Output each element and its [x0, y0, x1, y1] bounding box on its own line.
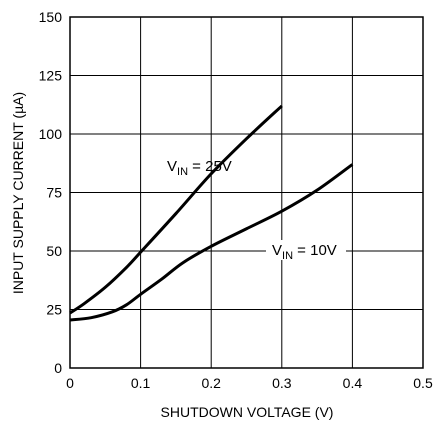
y-tick-label: 0 [54, 360, 62, 376]
y-tick-label: 125 [39, 68, 63, 84]
series-label-vin-10v: VIN = 10V [272, 242, 337, 262]
series-label-main: V [272, 242, 282, 259]
x-tick-label: 0.1 [131, 375, 151, 391]
series-label-rest: = 25V [188, 158, 232, 175]
series-label-main: V [167, 158, 177, 175]
y-tick-label: 50 [46, 243, 62, 259]
series-label-sub: IN [282, 250, 293, 262]
x-axis-label: SHUTDOWN VOLTAGE (V) [161, 404, 334, 420]
series-label-sub: IN [177, 166, 188, 178]
tick-labels: 0 0.1 0.2 0.3 0.4 0.5 0 25 50 75 100 125 150 [39, 9, 433, 391]
grid [70, 17, 423, 368]
series-label-backdrop [266, 240, 346, 260]
x-tick-label: 0.5 [413, 375, 433, 391]
plot-frame [69, 16, 424, 369]
x-tick-label: 0.3 [272, 375, 292, 391]
y-tick-label: 150 [39, 9, 63, 25]
y-tick-label: 25 [46, 302, 62, 318]
series-line-vin-10v [69, 163, 354, 322]
series-layer [69, 104, 354, 322]
series-label-vin-25v: VIN = 25V [167, 158, 232, 178]
y-tick-label: 100 [39, 126, 63, 142]
x-tick-label: 0 [66, 375, 74, 391]
series-label-rest: = 10V [293, 242, 337, 259]
y-axis-label: INPUT SUPPLY CURRENT (µA) [10, 92, 26, 294]
x-tick-label: 0.4 [343, 375, 363, 391]
y-tick-label: 75 [46, 185, 62, 201]
x-tick-label: 0.2 [201, 375, 221, 391]
series-line-vin-25v [69, 104, 283, 315]
